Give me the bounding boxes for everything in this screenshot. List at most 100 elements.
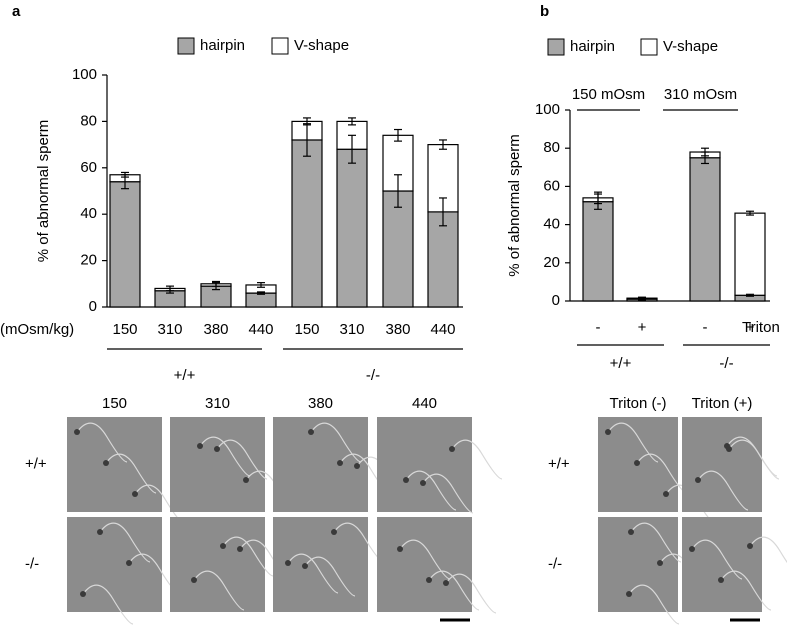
micrograph [377, 417, 472, 512]
micrograph [377, 517, 472, 612]
sperm-head [663, 491, 669, 497]
error-bar [746, 293, 754, 297]
sperm-head [605, 429, 611, 435]
sperm-head [214, 446, 220, 452]
bar-segment [291, 139, 323, 308]
panel-label: b [540, 3, 549, 20]
sperm-head [97, 529, 103, 535]
sperm-head [426, 577, 432, 583]
sperm-head [420, 480, 426, 486]
sperm-head [657, 560, 663, 566]
group-label: +/+ [174, 367, 196, 384]
sperm-outline [691, 539, 743, 580]
sperm-head [634, 460, 640, 466]
y-axis-label: % of abnormal sperm [35, 120, 52, 263]
sperm-head [103, 460, 109, 466]
x-tick-label: 310 [339, 321, 364, 338]
sperm-head [354, 463, 360, 469]
sperm-outline [720, 570, 772, 611]
error-bar [303, 117, 311, 126]
error-bar [121, 171, 129, 178]
legend-swatch [271, 37, 289, 55]
error-bar [257, 282, 265, 288]
sperm-outline [222, 536, 274, 577]
sperm-outline [193, 570, 245, 611]
sperm-head [74, 429, 80, 435]
sperm-head [132, 491, 138, 497]
sperm-head [197, 443, 203, 449]
y-tick-label: 80 [543, 139, 560, 156]
sperm-head [237, 546, 243, 552]
group-label: +/+ [610, 355, 632, 372]
annotation: 310 mOsm [664, 86, 737, 103]
error-bar [594, 191, 602, 205]
sperm-outline [99, 522, 151, 563]
sperm-head [724, 443, 730, 449]
sperm-head [689, 546, 695, 552]
panel-label: a [12, 3, 21, 20]
x-tick-label: 380 [203, 321, 228, 338]
sperm-head [243, 477, 249, 483]
bar-segment [245, 292, 277, 308]
y-axis-label: % of abnormal sperm [506, 134, 523, 277]
legend-swatch [640, 38, 658, 56]
sperm-outline [304, 556, 356, 597]
micrograph [170, 517, 265, 612]
legend-label: V-shape [294, 37, 349, 54]
sperm-head [126, 560, 132, 566]
y-tick-label: 100 [535, 101, 560, 118]
legend-swatch [177, 37, 195, 55]
bar-segment [336, 148, 368, 308]
sperm-outline [445, 573, 497, 614]
micrograph [598, 517, 678, 612]
sperm-head [628, 529, 634, 535]
sperm-outline [76, 422, 128, 463]
bar-segment [689, 157, 721, 302]
x-tick-label: 380 [385, 321, 410, 338]
error-bar [257, 291, 265, 295]
sperm-head [331, 529, 337, 535]
sperm-outline [82, 584, 134, 625]
image-column-label: 310 [205, 395, 230, 412]
group-label: -/- [719, 355, 733, 372]
y-tick-label: 0 [89, 298, 97, 315]
bar-segment [382, 190, 414, 308]
error-bar [166, 285, 174, 292]
y-tick-label: 60 [80, 159, 97, 176]
image-column-label: 150 [102, 395, 127, 412]
x-tick-label: 310 [157, 321, 182, 338]
error-bar [439, 139, 447, 150]
sperm-head [220, 543, 226, 549]
image-row-label: -/- [25, 555, 39, 572]
sperm-outline [428, 570, 480, 611]
sperm-head [718, 577, 724, 583]
image-column-label: 440 [412, 395, 437, 412]
group-label: -/- [366, 367, 380, 384]
sperm-outline [405, 470, 457, 511]
sperm-outline [199, 436, 251, 477]
x-axis-label: (mOsm/kg) [0, 321, 74, 338]
x-tick-label: 440 [248, 321, 273, 338]
error-bar [348, 134, 356, 164]
micrograph [67, 417, 162, 512]
image-column-label: Triton (+) [692, 395, 753, 412]
legend-label: hairpin [200, 37, 245, 54]
x-tick-label: - [596, 319, 601, 336]
bar-segment [427, 211, 459, 308]
x-tick-label: + [638, 319, 647, 336]
legend-swatch [547, 38, 565, 56]
sperm-outline [451, 439, 503, 480]
x-tick-label: 150 [112, 321, 137, 338]
image-column-label: 380 [308, 395, 333, 412]
error-bar [746, 210, 754, 216]
sperm-outline [310, 422, 362, 463]
image-row-label: +/+ [548, 455, 570, 472]
error-bar [701, 147, 709, 157]
bar-segment [582, 201, 614, 302]
bar-segment [734, 212, 766, 296]
sperm-head [302, 563, 308, 569]
sperm-outline [399, 539, 451, 580]
x-tick-label: 150 [294, 321, 319, 338]
sperm-outline [726, 436, 778, 477]
sperm-head [695, 477, 701, 483]
